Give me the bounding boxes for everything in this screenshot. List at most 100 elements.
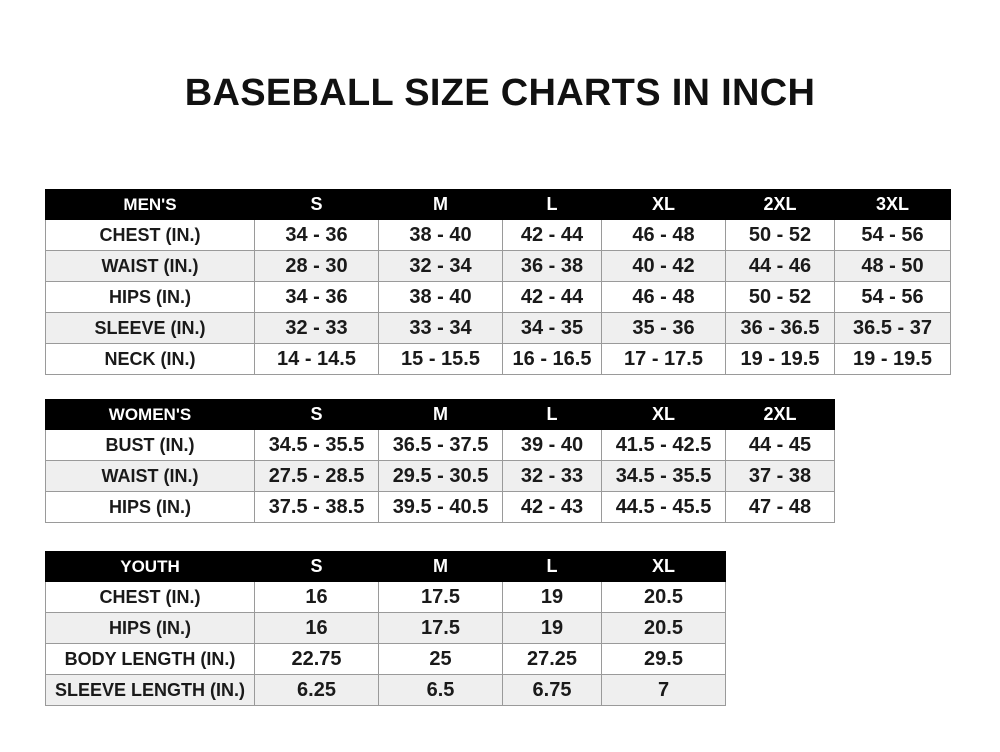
size-value: 44 - 45 <box>725 429 835 461</box>
size-value: 50 - 52 <box>725 219 835 251</box>
size-value: 22.75 <box>254 643 379 675</box>
size-value: 36 - 38 <box>502 250 602 282</box>
size-value: 19 - 19.5 <box>725 343 835 375</box>
size-header: S <box>254 551 379 582</box>
size-value: 34.5 - 35.5 <box>601 460 726 492</box>
size-value: 14 - 14.5 <box>254 343 379 375</box>
size-value: 36.5 - 37.5 <box>378 429 503 461</box>
size-value: 33 - 34 <box>378 312 503 344</box>
size-value: 34.5 - 35.5 <box>254 429 379 461</box>
size-header: M <box>378 189 503 220</box>
size-value: 6.75 <box>502 674 602 706</box>
size-header: XL <box>601 189 726 220</box>
header-row: YOUTH S M L XL <box>45 551 726 582</box>
table-row: BODY LENGTH (IN.) 22.75 25 27.25 29.5 <box>45 643 726 675</box>
size-header: S <box>254 399 379 430</box>
size-value: 19 <box>502 581 602 613</box>
size-value: 7 <box>601 674 726 706</box>
measurement-label: CHEST (IN.) <box>45 581 255 613</box>
table-row: NECK (IN.) 14 - 14.5 15 - 15.5 16 - 16.5 17 … <box>45 343 951 375</box>
table-row: HIPS (IN.) 37.5 - 38.5 39.5 - 40.5 42 - 43 4… <box>45 491 835 523</box>
size-value: 44.5 - 45.5 <box>601 491 726 523</box>
size-value: 38 - 40 <box>378 219 503 251</box>
size-header: L <box>502 399 602 430</box>
size-value: 42 - 44 <box>502 281 602 313</box>
size-value: 16 <box>254 612 379 644</box>
size-value: 39.5 - 40.5 <box>378 491 503 523</box>
table-row: SLEEVE LENGTH (IN.) 6.25 6.5 6.75 7 <box>45 674 726 706</box>
size-header: L <box>502 551 602 582</box>
measurement-label: BODY LENGTH (IN.) <box>45 643 255 675</box>
measurement-label: SLEEVE LENGTH (IN.) <box>45 674 255 706</box>
size-value: 16 <box>254 581 379 613</box>
size-value: 38 - 40 <box>378 281 503 313</box>
size-value: 46 - 48 <box>601 219 726 251</box>
measurement-label: HIPS (IN.) <box>45 491 255 523</box>
size-value: 42 - 44 <box>502 219 602 251</box>
measurement-label: HIPS (IN.) <box>45 281 255 313</box>
size-value: 32 - 33 <box>502 460 602 492</box>
size-value: 36 - 36.5 <box>725 312 835 344</box>
size-value: 6.5 <box>378 674 503 706</box>
size-value: 37 - 38 <box>725 460 835 492</box>
page-title: BASEBALL SIZE CHARTS IN INCH <box>184 72 816 114</box>
table-row: HIPS (IN.) 34 - 36 38 - 40 42 - 44 46 - 48 50… <box>45 281 951 313</box>
size-value: 35 - 36 <box>601 312 726 344</box>
table-row: WAIST (IN.) 27.5 - 28.5 29.5 - 30.5 32 - 33… <box>45 460 835 492</box>
size-value: 41.5 - 42.5 <box>601 429 726 461</box>
size-header: XL <box>601 551 726 582</box>
measurement-label: WAIST (IN.) <box>45 460 255 492</box>
category-header: WOMEN'S <box>45 399 255 430</box>
measurement-label: CHEST (IN.) <box>45 219 255 251</box>
size-value: 32 - 33 <box>254 312 379 344</box>
size-value: 32 - 34 <box>378 250 503 282</box>
table-row: CHEST (IN.) 16 17.5 19 20.5 <box>45 581 726 613</box>
size-value: 17.5 <box>378 581 503 613</box>
size-value: 29.5 - 30.5 <box>378 460 503 492</box>
measurement-label: NECK (IN.) <box>45 343 255 375</box>
size-value: 19 - 19.5 <box>834 343 951 375</box>
size-value: 50 - 52 <box>725 281 835 313</box>
category-header: YOUTH <box>45 551 255 582</box>
header-row: MEN'S S M L XL 2XL 3XL <box>45 189 951 220</box>
size-value: 29.5 <box>601 643 726 675</box>
size-value: 48 - 50 <box>834 250 951 282</box>
size-header: S <box>254 189 379 220</box>
size-value: 34 - 35 <box>502 312 602 344</box>
header-row: WOMEN'S S M L XL 2XL <box>45 399 835 430</box>
size-value: 54 - 56 <box>834 281 951 313</box>
measurement-label: WAIST (IN.) <box>45 250 255 282</box>
size-header: 2XL <box>725 399 835 430</box>
size-value: 16 - 16.5 <box>502 343 602 375</box>
table-row: HIPS (IN.) 16 17.5 19 20.5 <box>45 612 726 644</box>
measurement-label: SLEEVE (IN.) <box>45 312 255 344</box>
size-value: 20.5 <box>601 581 726 613</box>
size-value: 42 - 43 <box>502 491 602 523</box>
size-header: 3XL <box>834 189 951 220</box>
mens-size-table: MEN'S S M L XL 2XL 3XL CHEST (IN.) 34 - 36 38 - 4… <box>45 189 951 375</box>
size-value: 44 - 46 <box>725 250 835 282</box>
table-row: WAIST (IN.) 28 - 30 32 - 34 36 - 38 40 - 42 4… <box>45 250 951 282</box>
womens-size-table: WOMEN'S S M L XL 2XL BUST (IN.) 34.5 - 35.5 36.5… <box>45 399 835 523</box>
size-header: M <box>378 551 503 582</box>
size-value: 54 - 56 <box>834 219 951 251</box>
size-value: 28 - 30 <box>254 250 379 282</box>
table-row: SLEEVE (IN.) 32 - 33 33 - 34 34 - 35 35 - 36… <box>45 312 951 344</box>
size-value: 19 <box>502 612 602 644</box>
size-value: 17.5 <box>378 612 503 644</box>
size-header: 2XL <box>725 189 835 220</box>
size-value: 34 - 36 <box>254 281 379 313</box>
size-value: 20.5 <box>601 612 726 644</box>
table-row: CHEST (IN.) 34 - 36 38 - 40 42 - 44 46 - 48 5… <box>45 219 951 251</box>
measurement-label: HIPS (IN.) <box>45 612 255 644</box>
size-value: 15 - 15.5 <box>378 343 503 375</box>
size-value: 34 - 36 <box>254 219 379 251</box>
size-value: 36.5 - 37 <box>834 312 951 344</box>
size-header: XL <box>601 399 726 430</box>
size-header: M <box>378 399 503 430</box>
youth-size-table: YOUTH S M L XL CHEST (IN.) 16 17.5 19 20.5 HIPS (I… <box>45 551 726 706</box>
size-value: 27.25 <box>502 643 602 675</box>
size-value: 47 - 48 <box>725 491 835 523</box>
category-header: MEN'S <box>45 189 255 220</box>
size-value: 6.25 <box>254 674 379 706</box>
